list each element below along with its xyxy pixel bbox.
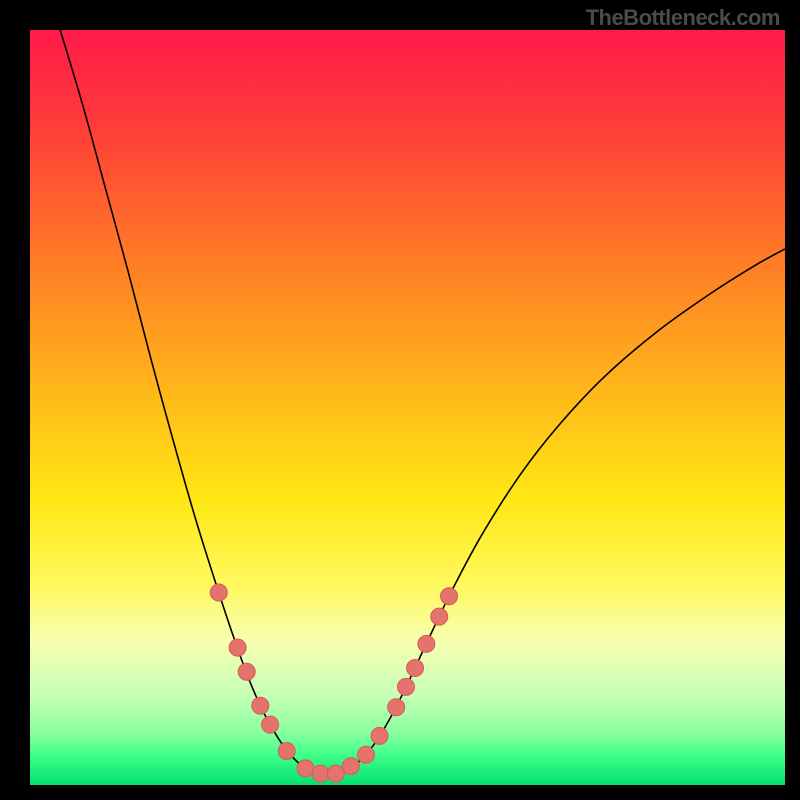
- watermark-text: TheBottleneck.com: [586, 5, 780, 31]
- data-point-marker: [431, 608, 448, 625]
- data-point-marker: [278, 743, 295, 760]
- data-point-marker: [407, 659, 424, 676]
- data-point-marker: [229, 639, 246, 656]
- data-point-marker: [327, 765, 344, 782]
- data-point-marker: [252, 697, 269, 714]
- data-point-marker: [342, 758, 359, 775]
- data-point-marker: [210, 584, 227, 601]
- data-point-marker: [371, 727, 388, 744]
- data-point-marker: [238, 663, 255, 680]
- data-point-marker: [312, 765, 329, 782]
- data-point-marker: [357, 746, 374, 763]
- data-point-marker: [297, 760, 314, 777]
- data-point-marker: [441, 588, 458, 605]
- data-point-marker: [397, 678, 414, 695]
- data-point-marker: [418, 635, 435, 652]
- data-point-marker: [262, 716, 279, 733]
- data-point-marker: [388, 699, 405, 716]
